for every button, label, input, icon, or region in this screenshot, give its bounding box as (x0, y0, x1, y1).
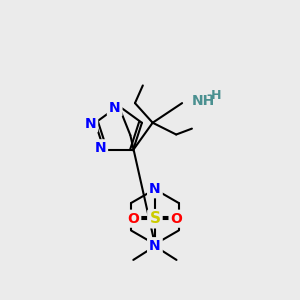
Text: O: O (171, 212, 182, 226)
Text: N: N (109, 101, 121, 115)
Text: -H: -H (207, 89, 222, 102)
Text: NH: NH (192, 94, 215, 108)
Text: N: N (149, 239, 161, 253)
Text: N: N (94, 141, 106, 155)
Text: N: N (149, 182, 161, 196)
Text: N: N (85, 117, 96, 131)
Text: O: O (128, 212, 139, 226)
Text: S: S (149, 211, 161, 226)
